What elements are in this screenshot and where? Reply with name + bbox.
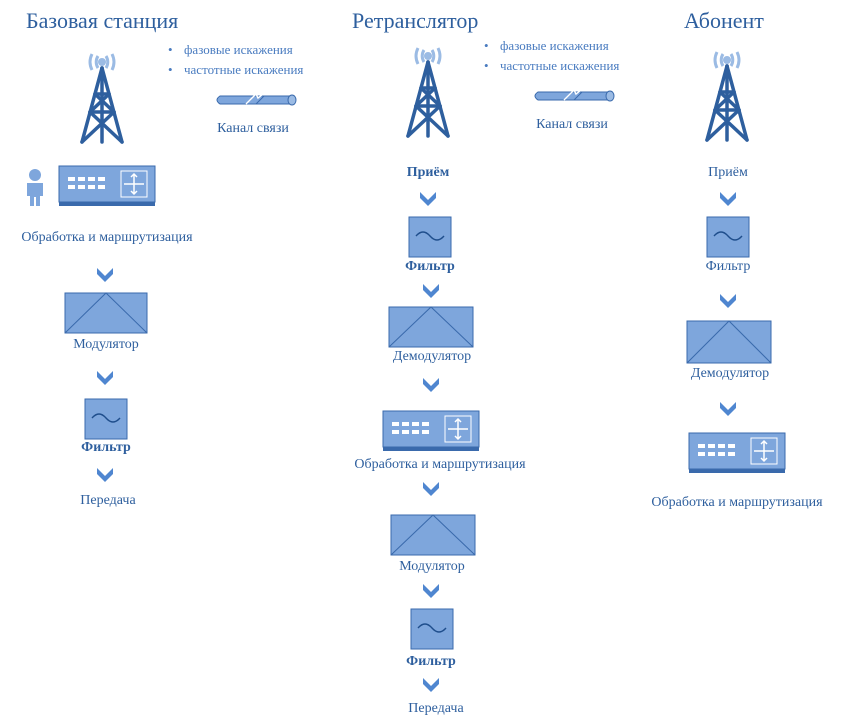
base-modulator-label: Модулятор bbox=[73, 337, 139, 352]
list-item: • частотные искажения bbox=[484, 58, 620, 73]
chevron-down-icon bbox=[720, 402, 736, 416]
subscriber-filter-icon bbox=[706, 216, 750, 258]
subscriber-tower-icon bbox=[705, 50, 749, 142]
relay-filter-1-label: Фильтр bbox=[405, 259, 455, 274]
channel-1-distortions: • фазовые искажения • частотные искажения bbox=[168, 40, 303, 80]
chevron-down-icon bbox=[423, 482, 439, 496]
relay-router-icon bbox=[382, 410, 480, 451]
chevron-down-icon bbox=[423, 378, 439, 392]
subscriber-title: Абонент bbox=[684, 8, 764, 33]
relay-demodulator-label: Демодулятор bbox=[392, 349, 472, 364]
chevron-down-icon bbox=[423, 284, 439, 298]
chevron-down-icon bbox=[420, 192, 436, 206]
subscriber-demodulator-label: Демодулятор bbox=[690, 366, 770, 381]
relay-filter-2-icon bbox=[410, 608, 454, 650]
relay-receive-label: Приём bbox=[406, 165, 450, 180]
list-item: • частотные искажения bbox=[168, 62, 304, 77]
chevron-down-icon bbox=[423, 678, 439, 692]
base-tower-icon bbox=[80, 52, 124, 144]
channel-2-distortions: • фазовые искажения • частотные искажения bbox=[484, 36, 619, 76]
relay-filter-2-label: Фильтр bbox=[406, 654, 456, 669]
cable-icon bbox=[534, 85, 615, 102]
relay-transmit-label: Передача bbox=[408, 701, 464, 716]
chevron-down-icon bbox=[97, 468, 113, 482]
list-item: • фазовые искажения bbox=[168, 42, 293, 57]
chevron-down-icon bbox=[97, 371, 113, 385]
chevron-down-icon bbox=[720, 294, 736, 308]
base-filter-icon bbox=[84, 398, 128, 440]
base-station-title: Базовая станция bbox=[26, 8, 179, 33]
chevron-down-icon bbox=[97, 268, 113, 282]
subscriber-processing-label: Обработка и маршрутизация bbox=[651, 495, 823, 510]
subscriber-router-icon bbox=[688, 432, 786, 473]
relay-demodulator-icon bbox=[388, 306, 474, 348]
base-router-icon bbox=[58, 165, 156, 206]
relay-title: Ретранслятор bbox=[352, 8, 479, 33]
base-transmit-label: Передача bbox=[80, 493, 136, 508]
subscriber-receive-label: Приём bbox=[708, 165, 748, 180]
list-item: • фазовые искажения bbox=[484, 38, 609, 53]
channel-2-label: Канал связи bbox=[536, 117, 608, 132]
base-processing-label: Обработка и маршрутизация bbox=[21, 230, 193, 245]
cable-icon bbox=[216, 89, 297, 106]
relay-processing-label: Обработка и маршрутизация bbox=[354, 457, 526, 472]
relay-filter-1-icon bbox=[408, 216, 452, 258]
relay-modulator-icon bbox=[390, 514, 476, 556]
base-filter-label: Фильтр bbox=[81, 440, 131, 455]
subscriber-filter-label: Фильтр bbox=[705, 259, 751, 274]
person-icon bbox=[27, 169, 43, 206]
chevron-down-icon bbox=[423, 584, 439, 598]
chevron-down-icon bbox=[720, 192, 736, 206]
relay-tower-icon bbox=[406, 46, 450, 138]
relay-modulator-label: Модулятор bbox=[399, 559, 465, 574]
base-modulator-icon bbox=[64, 292, 148, 334]
channel-1-label: Канал связи bbox=[217, 121, 289, 136]
subscriber-demodulator-icon bbox=[686, 320, 772, 364]
